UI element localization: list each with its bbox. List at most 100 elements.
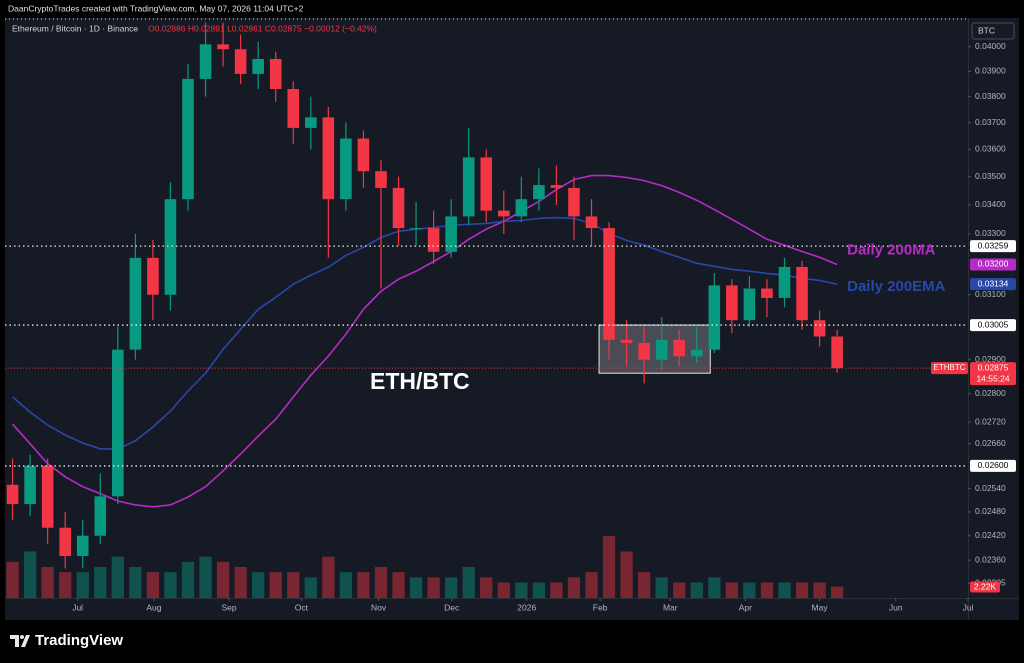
volume-bar — [146, 572, 160, 598]
y-tick-label: 0.02660 — [975, 438, 1006, 448]
y-tick-label: 0.03300 — [975, 228, 1006, 238]
unit-box[interactable] — [971, 22, 1015, 40]
level-label: 0.02600 — [978, 460, 1009, 470]
x-tick-label: Jun — [889, 602, 903, 612]
x-tick-label: Sep — [221, 602, 236, 612]
volume-bar — [743, 582, 756, 598]
y-tick-label: 0.02420 — [975, 530, 1006, 540]
candle-body — [515, 199, 528, 217]
x-tick-label: Oct — [295, 602, 309, 612]
y-tick-label: 0.02360 — [975, 554, 1006, 564]
volume-bar — [181, 561, 195, 598]
volume-bar — [269, 572, 282, 598]
x-tick-label: Nov — [371, 602, 387, 612]
level-label: 0.03005 — [978, 319, 1009, 329]
volume-bar — [252, 572, 265, 598]
y-tick-label: 0.03800 — [975, 91, 1006, 101]
volume-bar — [287, 572, 300, 598]
countdown-label: 14:55:24 — [976, 373, 1009, 383]
volume-bar — [357, 572, 370, 598]
volume-bar — [550, 582, 563, 598]
volume-bar — [445, 577, 458, 598]
ma-badge — [970, 258, 1016, 271]
x-tick-label: Dec — [444, 602, 460, 612]
x-tick-label: Aug — [146, 602, 161, 612]
volume-bar — [409, 577, 423, 598]
y-tick-label: 0.04000 — [975, 41, 1006, 51]
candle-body — [585, 216, 598, 229]
y-tick-label: 0.02800 — [975, 388, 1006, 398]
range-box — [598, 324, 711, 374]
candle-body — [462, 157, 475, 217]
volume-bar — [585, 572, 598, 598]
candle-body — [217, 44, 229, 50]
candle-body — [6, 484, 19, 505]
candle-body — [445, 216, 457, 252]
header: DaanCryptoTrades created with TradingVie… — [8, 3, 304, 13]
volume-bar — [374, 567, 388, 598]
candle-body — [743, 288, 756, 321]
price-label: 0.02875 — [978, 362, 1009, 372]
candle-body — [24, 465, 36, 505]
candle-body — [287, 89, 300, 128]
volume-bar — [59, 572, 72, 598]
candle-body — [831, 336, 843, 369]
volume-bar — [41, 567, 54, 598]
level-badge — [970, 459, 1016, 472]
volume-bar — [708, 577, 721, 598]
volume-bar — [567, 577, 581, 598]
candle-body — [498, 210, 510, 217]
ma-badge — [970, 278, 1016, 291]
volume-bar — [690, 582, 703, 598]
candle-body — [94, 496, 107, 536]
ohlc-legend: O0.02886 H0.02891 L0.02861 C0.02875 −0.0… — [148, 23, 377, 33]
volume-bar — [725, 582, 738, 598]
candle-body — [603, 228, 615, 340]
candle-body — [164, 199, 177, 295]
volume-bar — [23, 551, 37, 598]
ma-name: Daily 200MA — [847, 241, 936, 258]
candle-body — [708, 285, 721, 350]
volume-bar — [339, 572, 353, 598]
ma-name: Daily 200EMA — [847, 278, 946, 295]
x-tick-label: May — [812, 602, 829, 612]
volume-bar — [813, 582, 826, 598]
candle-body — [199, 44, 212, 79]
volume-bar — [515, 582, 528, 598]
level-badge — [970, 240, 1016, 253]
candle-body — [305, 117, 317, 128]
candle-body — [673, 339, 686, 357]
candle-body — [726, 285, 738, 321]
candle-body — [41, 465, 54, 528]
volume-bar — [304, 577, 317, 598]
x-tick-label: Mar — [663, 602, 678, 612]
candle-body — [182, 78, 194, 200]
volume-bar — [234, 567, 247, 598]
ma-badge-label: 0.03134 — [978, 278, 1009, 288]
y-tick-label: 0.03700 — [975, 117, 1006, 127]
candle-body — [322, 117, 335, 200]
volume-bar — [76, 572, 89, 598]
logo-dot — [20, 635, 24, 639]
ma-line — [12, 174, 838, 508]
volume-bar — [94, 567, 107, 598]
volume-bar — [497, 582, 510, 598]
candle-body — [340, 138, 352, 200]
footer-logo — [10, 635, 30, 647]
candle-body — [427, 228, 440, 252]
candle-body — [568, 187, 580, 217]
candle-body — [129, 257, 142, 350]
volume-bar — [462, 567, 475, 598]
volume-bar — [216, 561, 230, 598]
candle-body — [112, 349, 124, 497]
candle-body — [234, 49, 247, 74]
x-tick-label: Jul — [72, 602, 83, 612]
ma-line — [12, 216, 838, 450]
footer-brand: TradingView — [35, 632, 123, 649]
y-tick-label: 0.03100 — [975, 289, 1006, 299]
x-tick-label: Apr — [739, 602, 752, 612]
candle-body — [480, 157, 493, 211]
candle-body — [76, 535, 89, 557]
volume-bar — [427, 577, 440, 598]
